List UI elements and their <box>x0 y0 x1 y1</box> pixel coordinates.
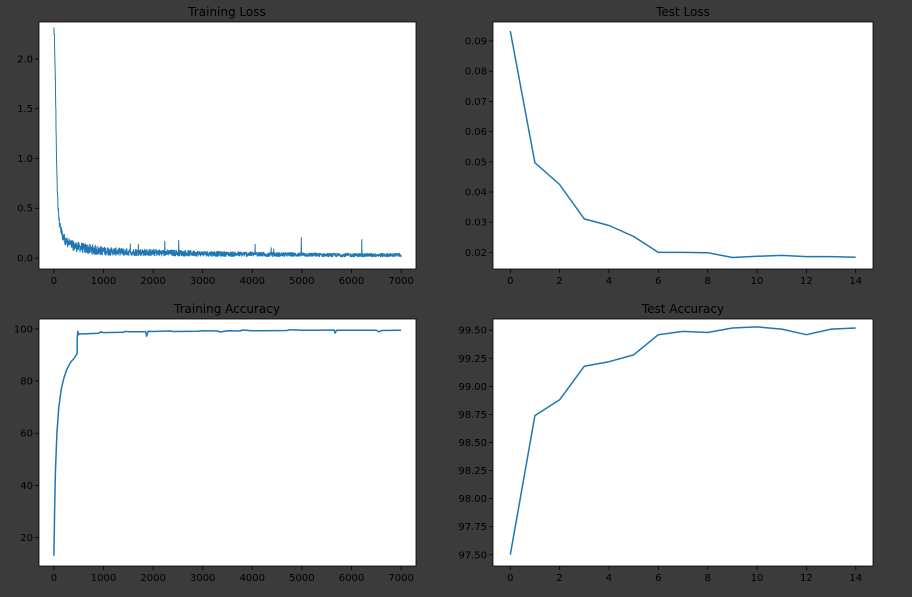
training-loss-chart: Training Loss 0 1000 2000 3000 4000 5000 6000 7… <box>17 5 417 287</box>
training-loss-ytick-label: 1.5 <box>17 104 33 115</box>
training-accuracy-xtick-label: 0 <box>51 573 57 584</box>
test-accuracy-xtick-label: 14 <box>849 573 862 584</box>
test-loss-ytick-label: 0.09 <box>465 37 487 48</box>
test-accuracy-xtick-label: 6 <box>655 573 661 584</box>
training-accuracy-ytick-label: 80 <box>20 377 33 388</box>
training-accuracy-plot-area <box>38 318 417 567</box>
test-loss-xtick-label: 10 <box>751 276 764 287</box>
test-accuracy-ytick-label: 98.75 <box>458 410 487 421</box>
test-loss-plot-area <box>492 21 874 270</box>
training-loss-xtick-label: 6000 <box>339 276 364 287</box>
test-loss-ytick-label: 0.02 <box>465 248 487 259</box>
training-accuracy-xtick-label: 6000 <box>339 573 364 584</box>
test-accuracy-ytick-label: 99.25 <box>458 354 487 365</box>
training-loss-title: Training Loss <box>187 5 265 19</box>
test-accuracy-xtick-label: 8 <box>704 573 710 584</box>
training-loss-xtick-label: 5000 <box>289 276 314 287</box>
training-accuracy-xtick-label: 3000 <box>190 573 215 584</box>
test-accuracy-xtick-label: 4 <box>606 573 612 584</box>
training-accuracy-xtick-label: 1000 <box>91 573 116 584</box>
training-accuracy-ytick-label: 60 <box>20 429 33 440</box>
test-loss-ytick-label: 0.03 <box>465 218 487 229</box>
training-loss-xtick-label: 1000 <box>91 276 116 287</box>
training-loss-plot-area <box>38 21 417 270</box>
test-accuracy-xtick-label: 12 <box>800 573 813 584</box>
training-accuracy-xtick-label: 4000 <box>240 573 265 584</box>
test-accuracy-xtick-label: 0 <box>507 573 513 584</box>
training-accuracy-chart: Training Accuracy 0 1000 2000 3000 4000 5000 6… <box>14 302 417 584</box>
test-accuracy-plot-area <box>492 318 874 567</box>
training-loss-ytick-label: 0.5 <box>17 204 33 215</box>
training-loss-xtick-label: 3000 <box>190 276 215 287</box>
test-loss-chart: Test Loss 0 2 4 6 8 10 12 14 0.02 0.03 0.04 0.05 0.0… <box>465 5 874 287</box>
test-loss-ytick-label: 0.06 <box>465 127 487 138</box>
test-loss-xtick-label: 12 <box>800 276 813 287</box>
test-loss-xtick-label: 6 <box>655 276 661 287</box>
test-loss-series-line <box>509 30 856 259</box>
test-loss-xtick-label: 14 <box>849 276 862 287</box>
test-accuracy-ytick-label: 97.75 <box>458 522 487 533</box>
test-accuracy-xtick-label: 10 <box>751 573 764 584</box>
test-accuracy-ytick-label: 98.00 <box>458 494 487 505</box>
training-accuracy-ytick-label: 40 <box>20 481 33 492</box>
training-loss-ytick-label: 1.0 <box>17 154 33 165</box>
test-accuracy-xtick-label: 2 <box>556 573 562 584</box>
training-loss-xtick-label: 2000 <box>140 276 165 287</box>
training-accuracy-ytick-label: 100 <box>14 324 33 335</box>
test-accuracy-ytick-label: 99.00 <box>458 382 487 393</box>
test-accuracy-chart: Test Accuracy 0 2 4 6 8 10 12 14 97.50 97.75 98.00… <box>458 302 874 584</box>
test-accuracy-ytick-label: 98.25 <box>458 466 487 477</box>
test-loss-xtick-label: 8 <box>704 276 710 287</box>
training-accuracy-xtick-label: 2000 <box>140 573 165 584</box>
test-loss-title: Test Loss <box>655 5 710 19</box>
training-loss-series-line <box>53 27 402 258</box>
training-loss-xtick-label: 0 <box>51 276 57 287</box>
test-accuracy-series-line <box>509 326 856 555</box>
test-accuracy-ytick-label: 98.50 <box>458 438 487 449</box>
training-loss-xtick-label: 7000 <box>388 276 413 287</box>
training-accuracy-ytick-label: 20 <box>20 533 33 544</box>
test-accuracy-title: Test Accuracy <box>641 302 724 316</box>
training-accuracy-title: Training Accuracy <box>173 302 280 316</box>
test-loss-ytick-label: 0.04 <box>465 188 487 199</box>
training-accuracy-xtick-label: 7000 <box>388 573 413 584</box>
training-loss-ytick-label: 0.0 <box>17 254 33 265</box>
test-loss-xtick-label: 4 <box>606 276 612 287</box>
test-accuracy-ytick-label: 99.50 <box>458 326 487 337</box>
test-accuracy-ytick-label: 97.50 <box>458 550 487 561</box>
training-accuracy-xtick-label: 5000 <box>289 573 314 584</box>
training-loss-ytick-label: 2.0 <box>17 54 33 65</box>
test-loss-ytick-label: 0.05 <box>465 157 487 168</box>
test-loss-xtick-label: 2 <box>556 276 562 287</box>
test-loss-ytick-label: 0.07 <box>465 97 487 108</box>
training-loss-xtick-label: 4000 <box>240 276 265 287</box>
test-loss-ytick-label: 0.08 <box>465 67 487 78</box>
training-accuracy-series-line <box>53 328 402 556</box>
test-loss-xtick-label: 0 <box>507 276 513 287</box>
